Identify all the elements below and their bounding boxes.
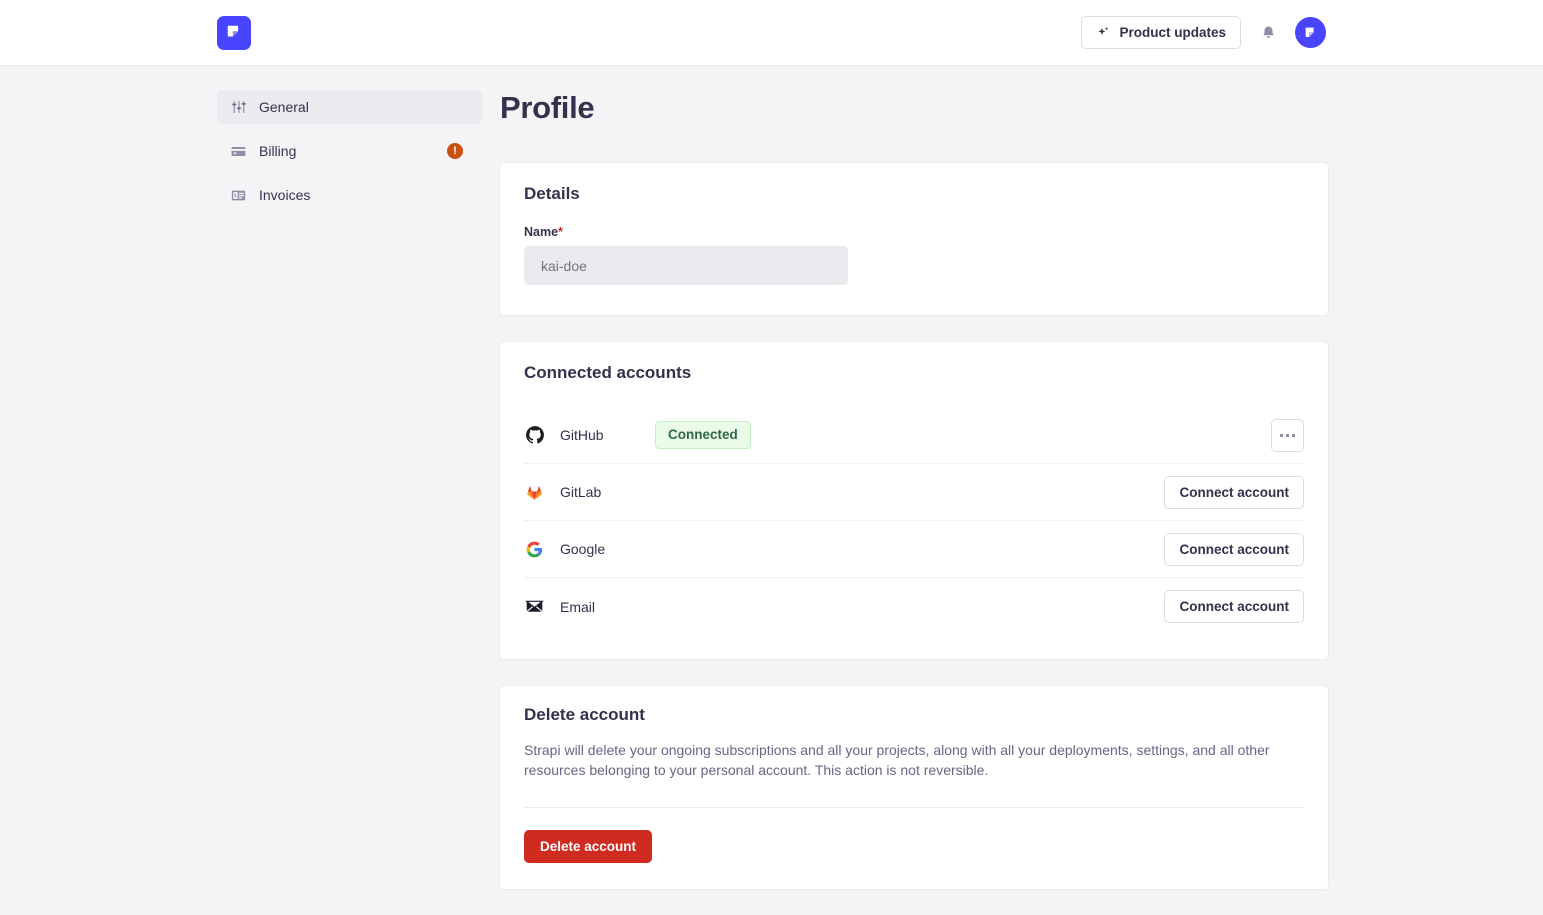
status-badge: ! bbox=[447, 143, 463, 159]
main-content: Profile Details Name* Connected accounts bbox=[499, 90, 1329, 915]
bell-icon bbox=[1260, 24, 1277, 42]
status-badge: Connected bbox=[655, 421, 751, 449]
settings-sidebar: General Billing ! bbox=[217, 17, 482, 222]
name-input[interactable] bbox=[524, 246, 848, 285]
strapi-logo-icon[interactable] bbox=[217, 15, 251, 50]
credit-card-icon bbox=[230, 143, 247, 160]
delete-account-title: Delete account bbox=[524, 705, 645, 724]
topbar-actions: Product updates bbox=[1081, 16, 1326, 49]
account-name: Google bbox=[560, 541, 606, 557]
delete-account-button[interactable]: Delete account bbox=[524, 830, 653, 864]
connect-account-button[interactable]: Connect account bbox=[1164, 532, 1304, 566]
name-field-label: Name* bbox=[524, 225, 1304, 239]
delete-account-description: Strapi will delete your ongoing subscrip… bbox=[524, 742, 1270, 779]
receipt-icon: $ bbox=[230, 187, 247, 204]
connected-accounts-card: Connected accounts GitHub Connected bbox=[499, 341, 1329, 660]
product-updates-label: Product updates bbox=[1119, 25, 1226, 40]
ellipsis-icon[interactable] bbox=[1271, 418, 1304, 452]
sidebar-item-label: Billing bbox=[259, 143, 297, 159]
connected-accounts-title: Connected accounts bbox=[524, 363, 692, 382]
required-marker: * bbox=[558, 225, 563, 239]
list-item: GitLab Connect account bbox=[524, 464, 1304, 521]
svg-text:$: $ bbox=[234, 193, 237, 199]
github-icon bbox=[524, 425, 545, 446]
list-item: Email Connect account bbox=[524, 578, 1304, 635]
sidebar-item-invoices[interactable]: $ Invoices bbox=[217, 178, 482, 212]
avatar[interactable] bbox=[1295, 17, 1326, 48]
details-body: Name* bbox=[500, 204, 1328, 315]
delete-account-body: Delete account Strapi will delete your o… bbox=[500, 686, 1328, 889]
page-body: General Billing ! bbox=[0, 66, 1543, 915]
account-name: GitHub bbox=[560, 427, 604, 443]
connect-account-button[interactable]: Connect account bbox=[1164, 475, 1304, 509]
connect-account-button[interactable]: Connect account bbox=[1164, 590, 1304, 623]
dot bbox=[1292, 433, 1295, 437]
sparkle-icon bbox=[1096, 25, 1111, 40]
google-icon bbox=[524, 539, 545, 560]
connected-accounts-list: GitHub Connected bbox=[500, 383, 1328, 659]
dot bbox=[1280, 433, 1283, 437]
delete-account-card: Delete account Strapi will delete your o… bbox=[499, 685, 1329, 891]
sidebar-item-label: Invoices bbox=[259, 187, 311, 203]
dot bbox=[1286, 433, 1289, 437]
sidebar-item-billing[interactable]: Billing ! bbox=[217, 134, 482, 168]
page-title: Profile bbox=[500, 90, 595, 125]
name-label-text: Name bbox=[524, 225, 559, 239]
list-item: GitHub Connected bbox=[524, 407, 1304, 464]
account-name: Email bbox=[560, 598, 596, 615]
details-title: Details bbox=[524, 184, 580, 203]
top-navigation-bar: Product updates bbox=[0, 0, 1543, 66]
sliders-icon bbox=[230, 99, 247, 116]
product-updates-button[interactable]: Product updates bbox=[1081, 16, 1241, 49]
divider bbox=[524, 807, 1304, 809]
sidebar-item-general[interactable]: General bbox=[217, 90, 482, 124]
details-card: Details Name* bbox=[499, 162, 1329, 316]
gitlab-icon bbox=[524, 482, 545, 503]
account-name: GitLab bbox=[560, 484, 602, 500]
email-icon bbox=[524, 596, 545, 617]
sidebar-item-label: General bbox=[259, 99, 309, 115]
notifications-button[interactable] bbox=[1255, 18, 1281, 48]
list-item: Google Connect account bbox=[524, 521, 1304, 578]
